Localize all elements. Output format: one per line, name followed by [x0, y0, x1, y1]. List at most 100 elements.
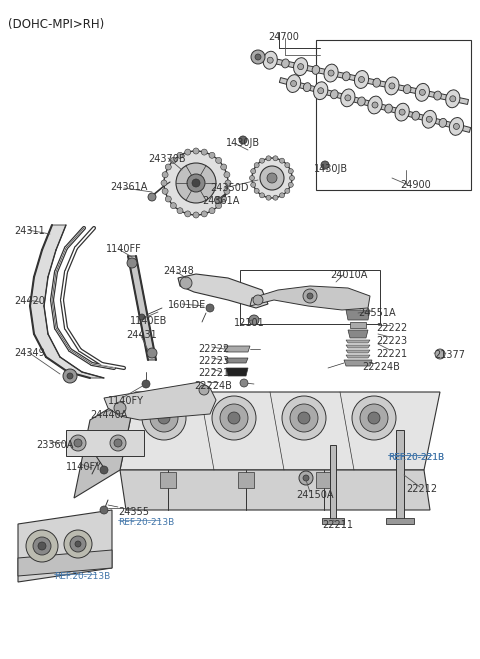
Circle shape: [240, 379, 248, 387]
Ellipse shape: [294, 58, 308, 76]
Polygon shape: [74, 392, 136, 498]
Circle shape: [193, 148, 199, 154]
Text: (DOHC-MPI>RH): (DOHC-MPI>RH): [8, 18, 104, 31]
Circle shape: [454, 123, 459, 129]
Circle shape: [253, 295, 263, 305]
Circle shape: [260, 158, 264, 163]
Circle shape: [368, 412, 380, 424]
Circle shape: [216, 158, 222, 163]
Text: 24311: 24311: [14, 226, 45, 236]
Ellipse shape: [358, 97, 365, 106]
Circle shape: [389, 83, 395, 89]
Circle shape: [185, 211, 191, 217]
Ellipse shape: [263, 51, 277, 69]
Text: 24010A: 24010A: [330, 270, 367, 280]
Circle shape: [221, 164, 227, 170]
Text: REF.20-221B: REF.20-221B: [388, 453, 444, 462]
Circle shape: [273, 195, 278, 200]
Circle shape: [192, 179, 200, 187]
Circle shape: [345, 95, 351, 101]
Circle shape: [201, 149, 207, 155]
Circle shape: [224, 188, 230, 194]
Ellipse shape: [331, 90, 338, 99]
Circle shape: [164, 151, 228, 215]
Circle shape: [260, 166, 284, 190]
Ellipse shape: [449, 117, 464, 135]
Polygon shape: [346, 350, 370, 353]
Circle shape: [372, 102, 378, 108]
Circle shape: [266, 195, 271, 200]
Circle shape: [165, 196, 171, 202]
Polygon shape: [350, 322, 366, 328]
Circle shape: [426, 116, 432, 123]
Circle shape: [201, 211, 207, 217]
Circle shape: [127, 258, 137, 268]
Ellipse shape: [373, 78, 381, 87]
Polygon shape: [120, 392, 440, 470]
Ellipse shape: [287, 74, 300, 92]
Circle shape: [359, 76, 364, 82]
Ellipse shape: [303, 82, 311, 92]
Polygon shape: [128, 256, 156, 360]
Polygon shape: [250, 286, 370, 310]
Circle shape: [328, 70, 334, 76]
Circle shape: [288, 183, 293, 187]
Text: 1430JB: 1430JB: [226, 138, 260, 148]
Circle shape: [299, 471, 313, 485]
Ellipse shape: [439, 119, 447, 127]
Circle shape: [139, 314, 145, 320]
Polygon shape: [160, 472, 176, 488]
Polygon shape: [330, 445, 336, 520]
Polygon shape: [104, 382, 216, 420]
Polygon shape: [226, 368, 248, 376]
Circle shape: [224, 172, 230, 178]
Polygon shape: [225, 358, 248, 363]
Text: 24355: 24355: [118, 507, 149, 517]
Circle shape: [177, 208, 183, 214]
Bar: [66, 430, 144, 456]
Ellipse shape: [354, 71, 369, 88]
Text: 22223: 22223: [376, 336, 407, 346]
Ellipse shape: [312, 65, 320, 74]
Polygon shape: [344, 360, 372, 366]
Circle shape: [290, 404, 318, 432]
Circle shape: [221, 196, 227, 202]
Circle shape: [147, 348, 157, 358]
Circle shape: [251, 169, 256, 174]
Circle shape: [228, 412, 240, 424]
Polygon shape: [30, 225, 104, 378]
Ellipse shape: [343, 72, 350, 81]
Circle shape: [435, 349, 445, 359]
Circle shape: [142, 396, 186, 440]
Circle shape: [285, 163, 290, 167]
Text: 24361A: 24361A: [110, 182, 147, 192]
Circle shape: [187, 174, 205, 192]
Circle shape: [249, 315, 259, 325]
Polygon shape: [348, 330, 368, 338]
Polygon shape: [18, 550, 112, 576]
Text: 1140FF: 1140FF: [106, 244, 142, 254]
Polygon shape: [238, 472, 254, 488]
Circle shape: [254, 163, 259, 167]
Text: 24361A: 24361A: [202, 196, 240, 206]
Text: 1601DE: 1601DE: [168, 300, 206, 310]
Text: REF.20-213B: REF.20-213B: [118, 518, 174, 527]
Ellipse shape: [324, 64, 338, 82]
Circle shape: [266, 156, 271, 161]
Polygon shape: [224, 346, 250, 352]
Ellipse shape: [403, 84, 411, 94]
Circle shape: [399, 109, 405, 115]
Circle shape: [67, 373, 73, 379]
Text: 24350D: 24350D: [210, 183, 249, 193]
Circle shape: [321, 161, 329, 169]
Circle shape: [209, 152, 215, 158]
Text: 1140EB: 1140EB: [130, 316, 168, 326]
Text: 24349: 24349: [14, 348, 45, 358]
Circle shape: [180, 277, 192, 289]
Polygon shape: [279, 78, 470, 132]
Circle shape: [420, 90, 425, 96]
Circle shape: [273, 156, 278, 161]
Text: 1140FY: 1140FY: [108, 396, 144, 406]
Ellipse shape: [422, 111, 436, 128]
Circle shape: [360, 404, 388, 432]
